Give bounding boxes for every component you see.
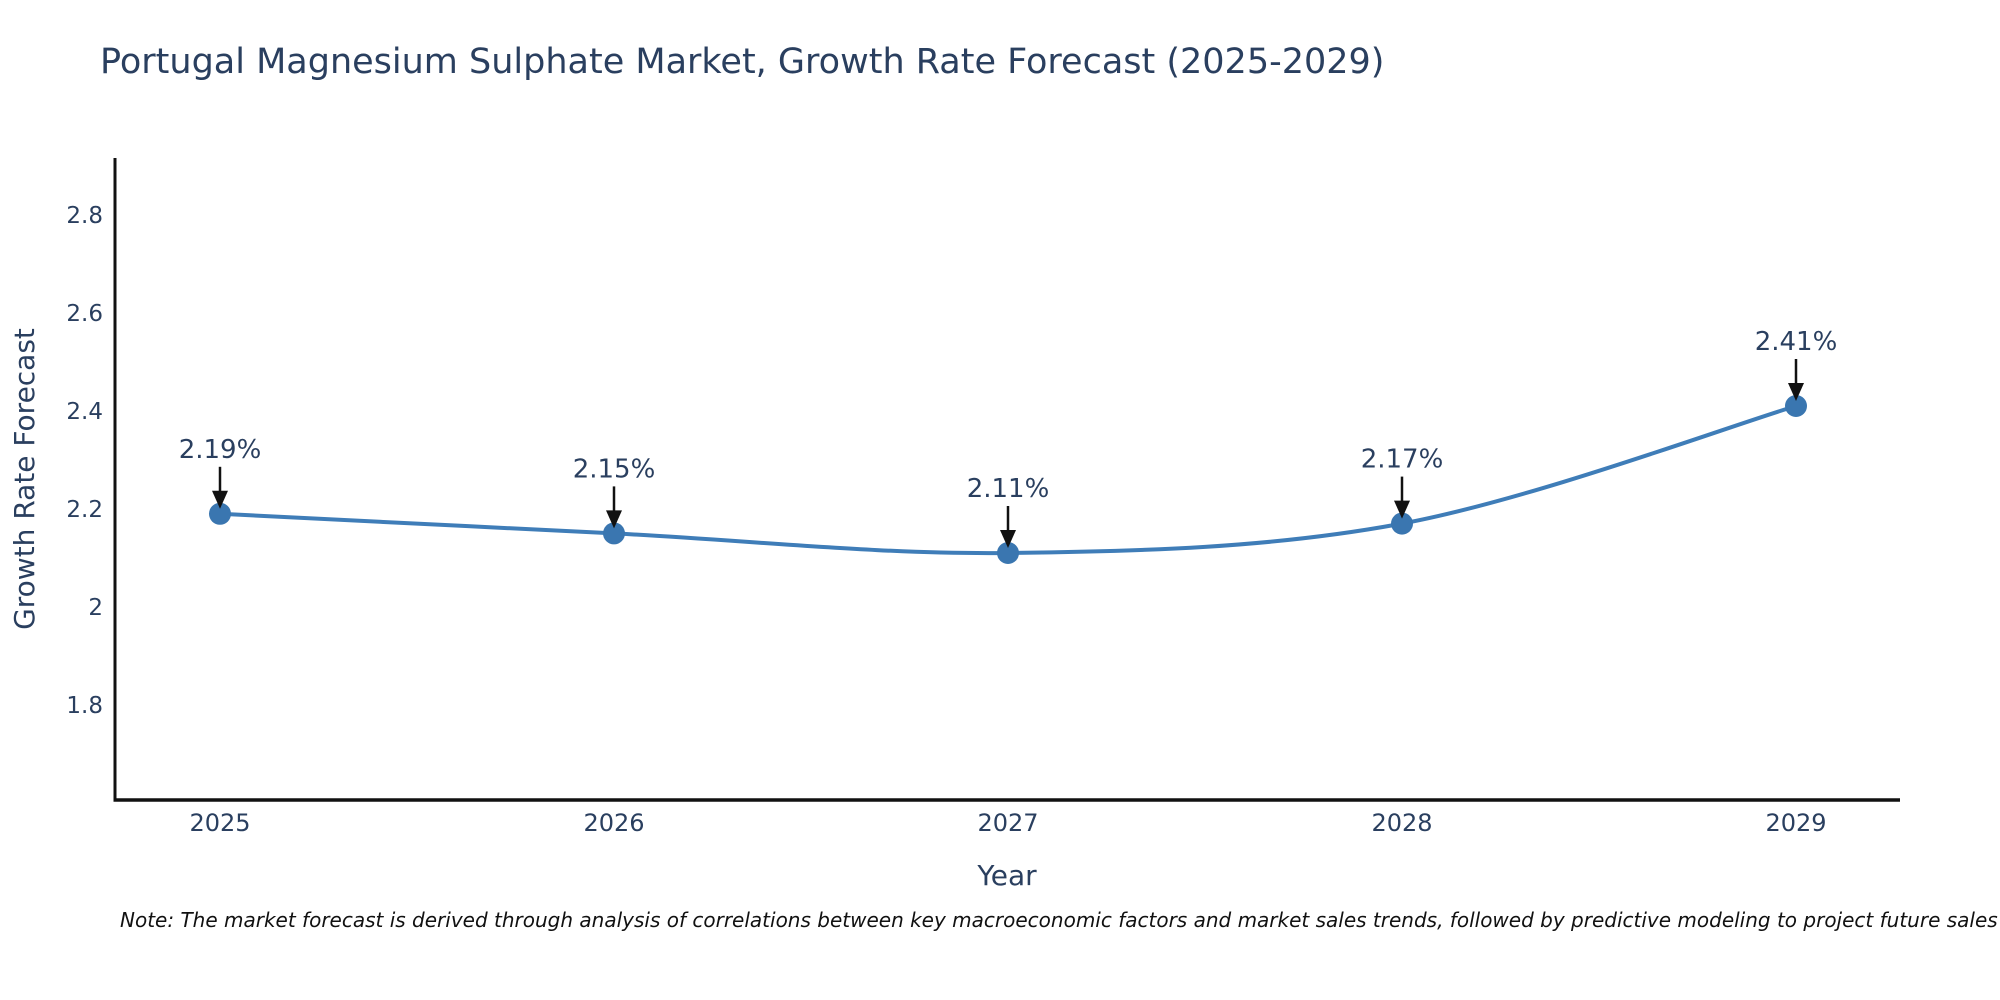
annotation-arrowhead <box>1000 530 1016 548</box>
x-tick-label: 2026 <box>583 809 644 837</box>
chart-title: Portugal Magnesium Sulphate Market, Grow… <box>100 42 1385 82</box>
data-point-marker <box>997 542 1019 564</box>
data-point-annotation: 2.11% <box>967 474 1050 504</box>
annotation-arrowhead <box>606 510 622 529</box>
annotation-arrowhead <box>1394 500 1410 519</box>
footnote: Note: The market forecast is derived thr… <box>120 908 1998 932</box>
x-tick-label: 2025 <box>189 809 250 837</box>
data-point-marker <box>209 502 231 525</box>
y-tick-label: 2.8 <box>66 203 103 229</box>
y-tick-label: 2 <box>88 595 103 621</box>
data-point-annotation: 2.19% <box>179 435 262 465</box>
x-axis-title: Year <box>976 859 1037 892</box>
annotation-arrowhead <box>212 490 228 509</box>
data-point-annotation: 2.41% <box>1755 327 1838 357</box>
y-tick-label: 2.6 <box>66 301 103 327</box>
data-point-annotation: 2.15% <box>573 454 656 484</box>
y-tick-label: 1.8 <box>66 693 103 719</box>
data-point-annotation: 2.17% <box>1361 445 1444 475</box>
x-tick-label: 2027 <box>977 809 1038 837</box>
y-tick-label: 2.4 <box>66 399 103 425</box>
y-axis-title: Growth Rate Forecast <box>8 328 41 630</box>
y-tick-label: 2.2 <box>66 497 103 523</box>
x-tick-label: 2029 <box>1765 809 1826 837</box>
data-point-marker <box>603 522 625 545</box>
annotation-arrowhead <box>1788 383 1804 401</box>
x-tick-label: 2028 <box>1371 809 1432 837</box>
data-point-marker <box>1785 395 1807 417</box>
data-point-marker <box>1391 512 1413 535</box>
